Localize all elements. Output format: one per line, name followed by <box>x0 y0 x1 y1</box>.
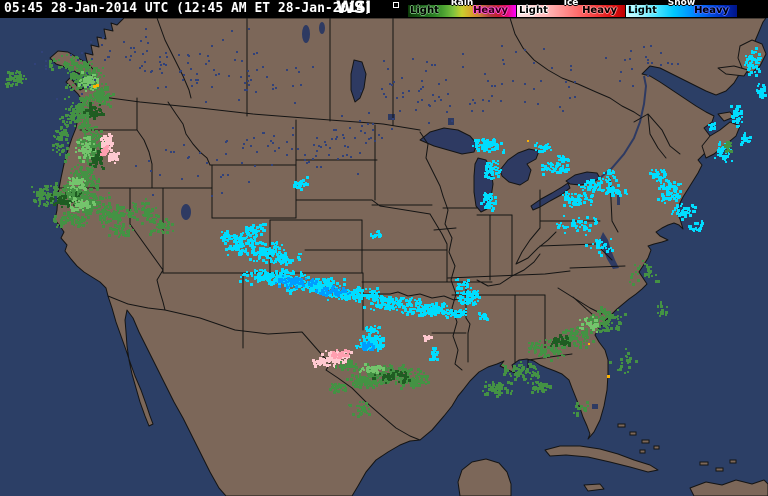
anticosti-island <box>717 65 749 77</box>
legend-ice: Ice Light Heavy <box>517 0 625 18</box>
small-lakes-speckle <box>34 28 679 197</box>
lake-champlain <box>617 193 620 205</box>
ice-color-scale <box>517 5 625 17</box>
wv-va-border <box>515 227 557 265</box>
canadian-maritimes-snow <box>708 47 767 163</box>
ca-nv-border <box>129 187 166 311</box>
north-america-map <box>0 18 768 496</box>
rain-light-label: Light <box>410 5 439 16</box>
pacific-northwest-rain <box>5 54 115 208</box>
southeast-rain <box>482 260 668 417</box>
rain-label: Rain <box>450 0 474 8</box>
ok-tx-border <box>361 291 463 301</box>
bc-alberta-border <box>156 18 192 99</box>
st-lawrence-river <box>599 75 648 179</box>
ontario-quebec-border <box>509 18 641 117</box>
great-lakes-snow <box>472 138 628 257</box>
texas-ice <box>312 335 433 368</box>
kentucky-tennessee-snow <box>431 278 489 321</box>
va-nc-border <box>569 265 626 269</box>
mississippi-river-border <box>442 195 463 371</box>
great-salt-lake <box>181 204 191 220</box>
snow-color-scale <box>626 5 737 17</box>
lake-huron <box>499 148 540 186</box>
nova-scotia <box>701 121 741 159</box>
mainland <box>54 18 767 496</box>
texas-snow <box>355 325 385 352</box>
rain-color-scale <box>408 5 516 17</box>
legend-rain: Rain Light Heavy <box>408 0 516 18</box>
lake-manitoba <box>319 22 325 34</box>
lake-of-the-woods <box>388 114 395 120</box>
registered-mark-icon <box>393 2 399 8</box>
radar-echoes <box>5 28 767 418</box>
ice-label: Ice <box>563 0 579 8</box>
ga-sc-border <box>572 296 594 316</box>
timestamp-text: 05:45 28-Jan-2014 UTC (12:45 AM ET 28-Ja… <box>4 1 372 16</box>
cuba <box>544 445 659 473</box>
rain-heavy-label: Heavy <box>473 5 508 16</box>
ky-tn-border <box>447 270 571 279</box>
maine-border2 <box>647 113 667 159</box>
ohio-river-border <box>476 253 541 287</box>
header-bar: 05:45 28-Jan-2014 UTC (12:45 AM ET 28-Ja… <box>0 0 768 18</box>
norcal-nevada-rain <box>31 182 174 238</box>
heavy-rain-dots <box>93 84 610 378</box>
mn-wi-border <box>419 131 444 197</box>
radar-map <box>0 18 768 496</box>
legend-snow: Snow Light Heavy <box>626 0 737 18</box>
louisiana-snow <box>429 347 439 361</box>
id-mt-border <box>167 101 211 166</box>
bahamas-islands <box>617 423 737 472</box>
pacific-northwest-ice <box>100 133 120 164</box>
mo-river-ks-border <box>429 213 448 283</box>
ok-ar-tx-border <box>465 281 471 363</box>
nova-scotia-rain <box>724 141 733 153</box>
snow-light-label: Light <box>628 5 657 16</box>
texas-rain <box>329 359 430 418</box>
chesapeake-bay <box>600 232 619 269</box>
yucatan-peninsula <box>457 458 512 496</box>
nc-sc-border <box>557 287 603 315</box>
ice-light-label: Light <box>519 5 548 16</box>
us-canada-border <box>94 95 421 131</box>
lake-winnipegosis <box>302 25 310 43</box>
or-id-border <box>136 129 153 189</box>
jamaica <box>583 483 605 492</box>
ice-heavy-label: Heavy <box>582 5 617 16</box>
hispaniola <box>689 479 768 496</box>
snow-heavy-label: Heavy <box>694 5 729 16</box>
central-plains-snow-band <box>220 223 467 319</box>
maine-border <box>633 113 681 155</box>
snow-label: Snow <box>667 0 696 8</box>
wsi-logo: WSI <box>336 0 371 18</box>
lake-winnipeg <box>350 59 367 103</box>
lake-erie <box>530 182 571 211</box>
dakota-nebraska-snow <box>293 176 382 239</box>
sd-ne-border <box>295 199 431 215</box>
new-england-offshore-snow <box>603 169 704 232</box>
ia-mo-border <box>433 227 457 231</box>
lake-okeechobee <box>592 404 598 409</box>
